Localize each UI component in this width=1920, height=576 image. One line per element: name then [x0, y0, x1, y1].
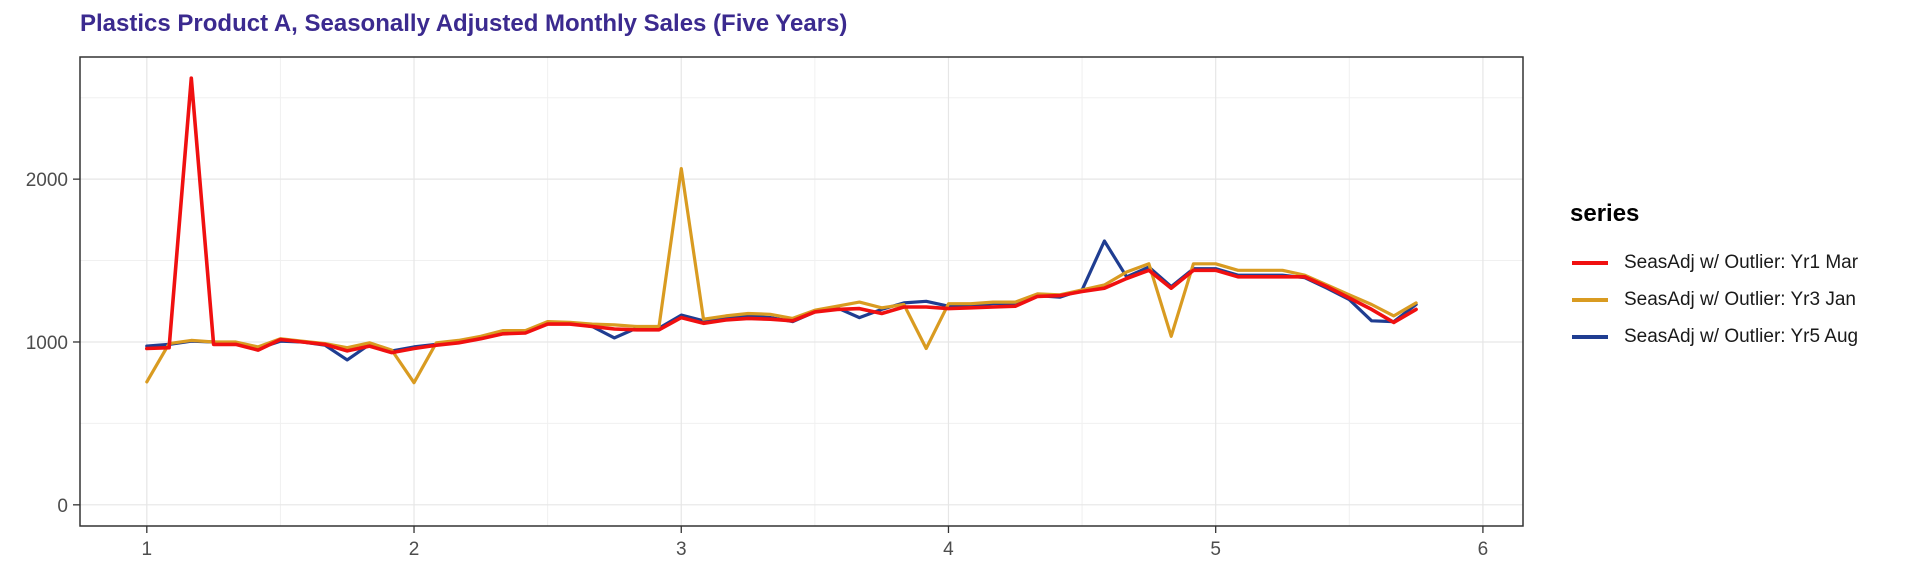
- major-gridlines: [80, 57, 1523, 526]
- minor-gridlines: [80, 57, 1523, 526]
- legend-items: SeasAdj w/ Outlier: Yr1 Mar SeasAdj w/ Ou…: [1560, 244, 1858, 355]
- legend: series SeasAdj w/ Outlier: Yr1 Mar SeasAd…: [1560, 200, 1858, 355]
- x-tick-label: 2: [409, 539, 420, 560]
- series-line-3: [145, 76, 1418, 355]
- axis-labels: 1 2 3 4 5 6 0 1000 2000: [26, 170, 1488, 560]
- legend-key: [1572, 260, 1608, 265]
- x-tick-label: 4: [943, 539, 954, 560]
- legend-item: SeasAdj w/ Outlier: Yr1 Mar: [1560, 244, 1858, 281]
- series-line-2: [145, 167, 1418, 385]
- y-tick-label: 2000: [26, 170, 68, 191]
- legend-label: SeasAdj w/ Outlier: Yr3 Jan: [1624, 288, 1856, 310]
- y-tick-label: 1000: [26, 333, 68, 354]
- legend-item: SeasAdj w/ Outlier: Yr5 Aug: [1560, 318, 1858, 355]
- x-tick-label: 3: [676, 539, 687, 560]
- legend-label: SeasAdj w/ Outlier: Yr1 Mar: [1624, 251, 1859, 273]
- legend-key: [1572, 334, 1608, 339]
- x-tick-label: 5: [1210, 539, 1221, 560]
- x-tick-label: 6: [1478, 539, 1489, 560]
- x-tick-label: 1: [142, 539, 153, 560]
- chart-title: Plastics Product A, Seasonally Adjusted …: [80, 10, 848, 37]
- series-lines: [145, 76, 1418, 385]
- legend-label: SeasAdj w/ Outlier: Yr5 Aug: [1624, 325, 1859, 347]
- legend-item: SeasAdj w/ Outlier: Yr3 Jan: [1560, 281, 1858, 318]
- axis-ticks: [73, 178, 1484, 533]
- panel-border: [79, 56, 1524, 527]
- legend-title: series: [1570, 200, 1640, 227]
- y-tick-label: 0: [57, 496, 68, 517]
- legend-key: [1572, 297, 1608, 302]
